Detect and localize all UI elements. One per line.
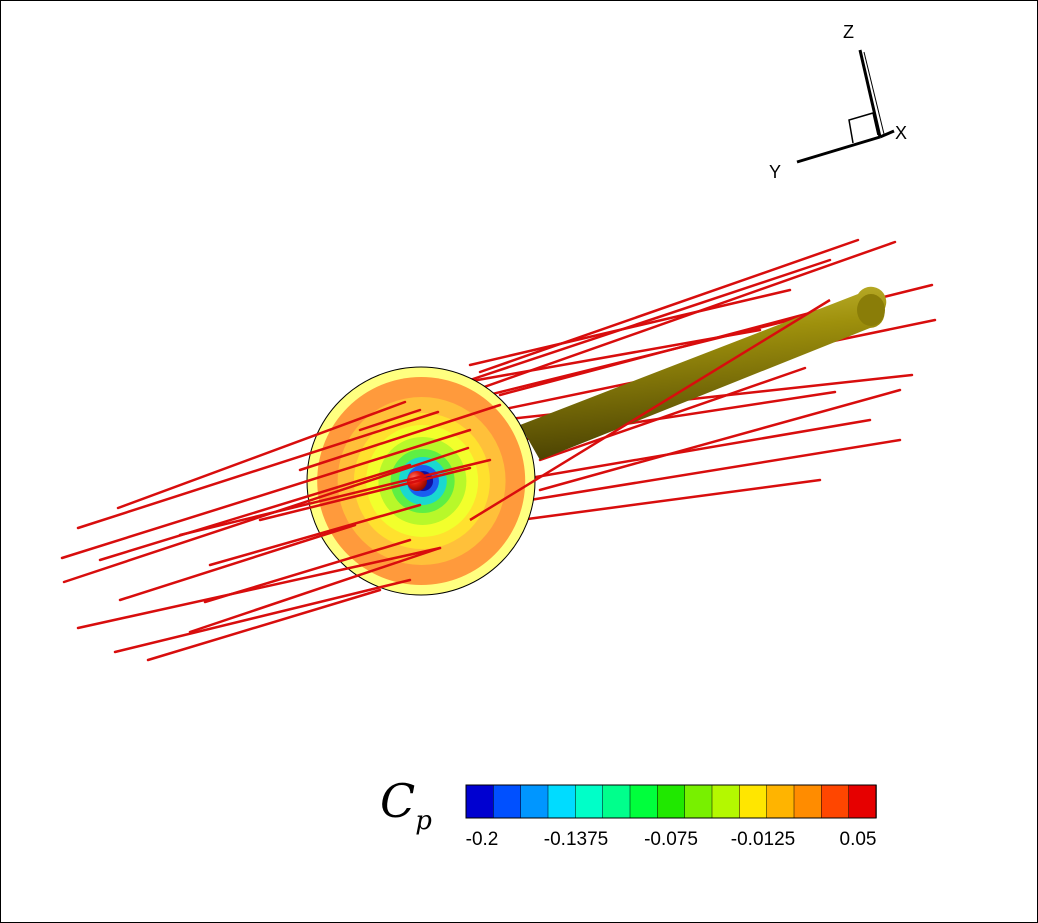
colorbar-cell: [739, 784, 768, 819]
shaft-body: [520, 286, 887, 460]
colorbar-cell: [493, 784, 522, 819]
z-axis-shadow: [863, 51, 885, 135]
streamline: [188, 546, 442, 634]
streamline: [203, 538, 412, 604]
streamline: [98, 463, 412, 562]
streamlines-back: [453, 238, 937, 522]
colorbar-cell: [793, 784, 823, 819]
streamline: [118, 523, 357, 602]
right-angle-marker: [848, 112, 879, 144]
shaft-end-cap: [857, 294, 885, 326]
colorbar-cell: [602, 784, 631, 819]
streamline: [146, 588, 382, 662]
streamlines-front: [60, 298, 831, 662]
streamline: [468, 258, 832, 382]
colorbar-tick-label: 0.05: [840, 829, 877, 850]
y-axis-label: Y: [769, 162, 781, 182]
z-axis-line: [858, 49, 882, 138]
colorbar-title: Cp: [380, 774, 432, 836]
colorbar-cell: [629, 784, 659, 819]
streamline: [113, 578, 412, 654]
streamline: [469, 298, 831, 522]
streamline: [498, 303, 842, 397]
axes-triad: Z X Y: [769, 22, 907, 182]
colorbar-subscript: p: [415, 806, 432, 836]
colorbar-legend: Cp -0.2 -0.1375 -0.075 -0.0125 0.05: [380, 774, 877, 850]
streamline: [518, 478, 822, 522]
colorbar-tick-label: -0.1375: [544, 829, 608, 850]
streamline: [478, 238, 860, 374]
colorbar-outline: [465, 784, 877, 819]
streamline: [208, 503, 422, 567]
streamline: [528, 418, 872, 480]
streamline: [298, 403, 502, 472]
colorbar-cell: [657, 784, 686, 819]
x-axis-label: X: [895, 123, 907, 143]
z-axis-label: Z: [843, 22, 854, 42]
colorbar-tick-label: -0.0125: [731, 829, 795, 850]
colorbar-tick-label: -0.075: [644, 829, 698, 850]
colorbar-cell: [848, 784, 877, 819]
streamline: [116, 400, 407, 510]
colorbar-symbol: C: [380, 774, 415, 828]
streamline: [528, 438, 902, 502]
streamline: [178, 458, 492, 537]
streamline: [468, 288, 792, 367]
streamline: [358, 408, 422, 432]
shaft: [520, 286, 887, 460]
x-axis-line: [879, 129, 895, 139]
streamline: [538, 388, 902, 492]
colorbar-cell: [575, 784, 604, 819]
colorbar-tick-label: -0.2: [466, 829, 499, 850]
colorbar-cell: [766, 784, 795, 819]
colorbar-cell: [465, 784, 495, 819]
colorbar-cells: [465, 784, 877, 819]
streamline: [538, 366, 807, 462]
y-axis-line: [796, 135, 881, 164]
streamline: [258, 466, 472, 522]
colorbar-cell: [711, 784, 741, 819]
colorbar-cell: [684, 784, 713, 819]
colorbar-tick-labels: -0.2 -0.1375 -0.075 -0.0125 0.05: [466, 829, 877, 850]
colorbar-cell: [520, 784, 549, 819]
colorbar-cell: [821, 784, 850, 819]
streamline: [468, 240, 897, 394]
streamline: [60, 428, 472, 560]
streamline: [76, 410, 440, 530]
colorbar-cell: [547, 784, 577, 819]
streamline: [76, 546, 442, 630]
